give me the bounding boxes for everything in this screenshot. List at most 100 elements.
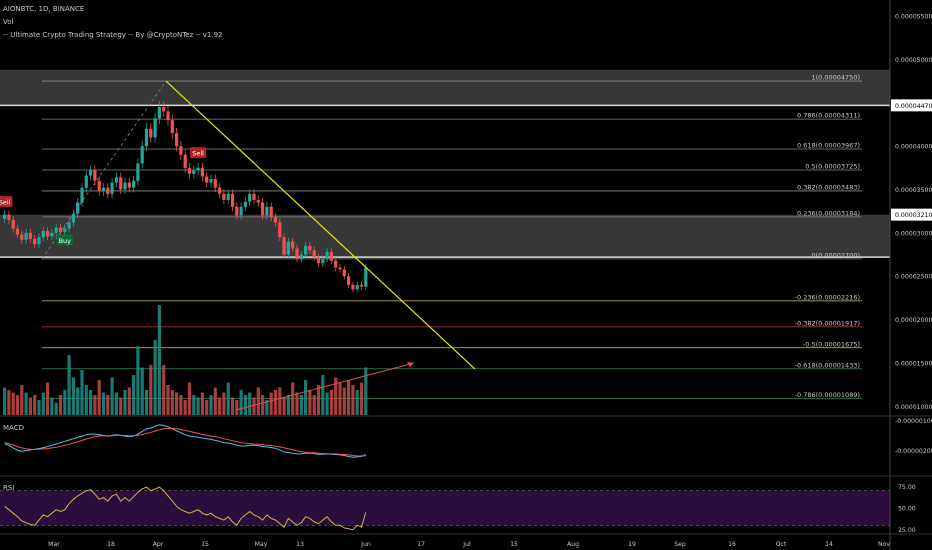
candle-body [252,193,256,200]
time-axis-label: 16 [728,541,736,548]
candle-body [222,193,226,200]
volume-bar [28,397,32,415]
volume-bar [235,400,239,415]
supply-demand-zone [0,69,890,106]
candle-body [140,146,144,164]
volume-bar [248,392,252,415]
overlay-layer: Sell Buy Sell [0,80,476,411]
time-axis-label: 13 [296,541,304,548]
volume-bar [127,387,131,415]
volume-bar [273,390,278,415]
candle-body [71,213,75,223]
volume-bar [338,382,342,415]
price-axis-label: 0.00003500 [895,187,932,194]
price-tag [891,208,932,221]
volume-bar [312,395,316,415]
candle-body [273,217,278,223]
sell-signal-badge [190,147,207,159]
candle-body [196,167,200,171]
fib-level-label: 0.382(0.00003483) [797,183,860,191]
candle-body [97,180,101,192]
sell-signal-label: Sell [0,199,11,207]
volume-bar [11,392,15,415]
volume-bar [24,392,28,415]
macd-pane [4,424,367,458]
volume-bar [295,392,299,415]
candle-body [110,182,114,194]
candle-body [338,267,342,270]
volume-bar [15,395,20,415]
volume-bar [299,395,303,415]
volume-bar [325,392,329,415]
volume-bar [265,400,269,415]
volume-bar [278,387,282,415]
sell-signal-label: Sell [192,150,204,158]
fib-level-label: -0.618(0.00001433) [795,361,860,369]
volume-bar [84,385,88,415]
candle-body [54,227,58,233]
candle-body [200,167,204,177]
volume-bar [93,395,97,415]
candle-body [347,276,351,285]
volume-bar [256,387,260,415]
candle-body [63,228,67,232]
volume-bar [136,346,140,415]
candle-body [20,234,24,240]
volume-bar [123,390,127,415]
candle-body [269,206,273,218]
macd-signal-line [4,428,366,457]
macd-axis-label: -0.00000100 [895,418,932,425]
volume-bar [261,395,265,415]
fib-level-label: 0.5(0.00003725) [805,162,860,170]
candle-body [7,214,11,220]
descending-trendline [165,80,476,370]
volume-bar [329,390,333,415]
volume-bar [33,395,37,415]
volume-bar [71,377,75,415]
volume-bar [196,397,200,415]
volume-bar [192,395,196,415]
candle-body [278,222,282,238]
volume-bar [179,395,183,415]
candle-body [15,228,20,235]
volume-bar [58,395,63,415]
candle-body [325,251,329,259]
volume-bar [269,392,273,415]
volume-bar [162,365,166,415]
candle-body [162,107,166,112]
volume-bar [230,397,235,415]
time-axis-label: Mar [48,541,60,548]
volume-bar [67,355,71,415]
candle-body [239,206,243,216]
volume-bar [364,367,368,415]
volume-bar [243,395,247,415]
candle-body [3,214,7,219]
price-axis-label: 0.00003210 [895,212,932,219]
candles-layer [3,101,368,293]
rsi-pane [0,486,890,531]
volume-bar [239,390,243,415]
candle-body [50,232,54,237]
candle-body [183,154,187,168]
candle-body [24,232,28,240]
candle-body [84,175,88,188]
time-axis-label: 17 [417,541,425,548]
candle-body [93,170,97,181]
volume-bar [114,392,118,415]
fib-level-label: -0.786(0.00001089) [795,391,860,399]
symbol-title: AIONBTC, 1D, BINANCE [3,5,84,13]
volume-bar [218,397,222,415]
candle-body [342,269,346,277]
price-axis-label: 0.00002000 [895,317,932,324]
candle-body [136,163,140,181]
vol-label: Vol [3,18,14,26]
volume-bar [342,387,346,415]
volume-bar [286,395,290,415]
volume-bar [282,397,286,415]
volume-bar [101,392,106,415]
price-axis-label: 0.00004470 [895,103,932,110]
candle-body [359,284,364,287]
price-axis-label: 0.00005500 [895,14,932,21]
volume-bar [106,395,110,415]
